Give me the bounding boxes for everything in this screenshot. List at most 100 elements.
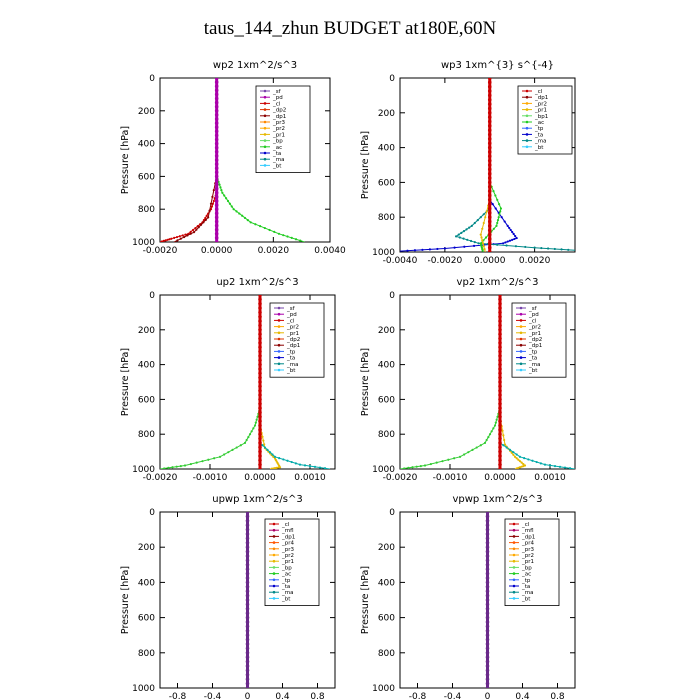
x-tick-label: -0.0020 [383,473,418,483]
zero-profile-marker [258,341,262,345]
legend-marker [263,126,267,130]
series-marker [298,463,302,466]
series-marker [467,451,470,454]
series-marker [499,207,503,210]
series-marker [447,458,450,461]
zero-profile-marker [258,436,262,441]
series-marker [518,466,522,469]
legend-marker [512,522,516,526]
zero-profile-marker [258,371,262,376]
series-marker [553,465,557,468]
zero-profile-marker [487,180,492,185]
zero-profile-marker [214,150,219,154]
x-tick-label: -0.8 [409,692,427,700]
x-tick-label: -0.0010 [193,473,228,483]
zero-profile-marker [485,637,490,642]
series-marker [212,199,215,203]
zero-profile-marker [214,223,219,228]
legend-marker [272,584,276,588]
legend-marker [277,331,281,335]
series-marker [191,228,195,232]
series-marker [429,462,432,466]
series-marker [419,465,422,468]
legend-label: _dp1 [534,95,548,101]
series-marker [475,446,478,449]
series-marker [162,239,165,242]
series-marker [238,212,241,215]
legend-label: _pr2 [286,325,299,331]
zero-profile-marker [258,375,262,380]
series-marker [560,248,563,251]
series-marker [483,248,486,251]
legend-marker [512,535,516,538]
legend-label: _bp [521,565,532,571]
zero-profile-marker [498,458,502,463]
zero-profile-marker [487,106,492,111]
zero-profile-marker [214,137,219,142]
zero-profile-marker [487,219,492,224]
series-marker [247,436,250,439]
x-tick-label: -0.4 [204,692,222,700]
series-marker [266,448,269,451]
series-marker [166,238,169,241]
series-marker [436,247,439,251]
series-marker [173,236,176,239]
series-marker [454,235,458,238]
series-marker [403,467,406,469]
zero-profile-marker [245,549,250,554]
series-marker [496,198,499,201]
legend-label: _cl [272,101,281,107]
legend: _sf_pd_cl_dp2_dp1_pr3_pr2_pr1_bp_ac_ta_m… [255,85,311,173]
zero-profile-marker [214,203,219,207]
zero-profile-marker [214,80,219,84]
zero-profile-marker [214,125,219,129]
zero-profile-marker [487,184,492,189]
zero-profile-marker [245,514,250,519]
zero-profile-marker [487,167,492,172]
x-tick-label: 0.0000 [244,473,276,483]
x-tick-label: 0.0020 [258,246,290,256]
legend-label: _pr2 [528,325,541,331]
zero-profile-marker [498,436,502,441]
legend-label: _ma [281,590,293,596]
series-marker [515,236,518,240]
zero-profile-marker [498,384,502,389]
zero-profile-marker [485,633,490,637]
series-marker [496,415,499,418]
x-tick-label: -0.0040 [383,256,418,266]
series-marker [175,235,179,239]
legend-label: _ma [528,362,540,368]
zero-profile-marker [258,384,262,389]
series-marker [246,219,249,222]
zero-profile-marker [485,585,490,589]
y-tick-label: 1000 [372,248,395,258]
series-marker [515,467,518,469]
zero-profile-marker [487,206,492,211]
series-marker [263,226,266,230]
legend-marker [277,337,281,341]
zero-profile-marker [214,232,219,236]
y-tick-label: 600 [138,614,155,624]
zero-profile-marker [258,401,262,406]
zero-profile-marker [485,651,490,655]
y-tick-label: 1000 [372,684,395,694]
zero-profile-marker [487,224,492,228]
series-marker [558,465,562,468]
zero-profile-marker [487,245,492,250]
series-marker [481,249,484,252]
series-marker [227,451,230,454]
zero-profile-marker [245,655,250,659]
zero-profile-marker [485,593,490,598]
legend-marker [525,139,529,142]
legend-label: _pr2 [281,553,294,559]
series-marker [487,436,490,439]
series-marker [428,248,432,251]
series-marker [506,240,509,243]
zero-profile-marker [498,367,502,371]
legend-label: _tp [534,126,544,132]
zero-profile-marker [214,170,219,175]
series-marker [182,235,186,239]
zero-profile-marker [258,362,262,367]
zero-profile-marker [485,567,490,571]
zero-profile-marker [498,319,502,323]
